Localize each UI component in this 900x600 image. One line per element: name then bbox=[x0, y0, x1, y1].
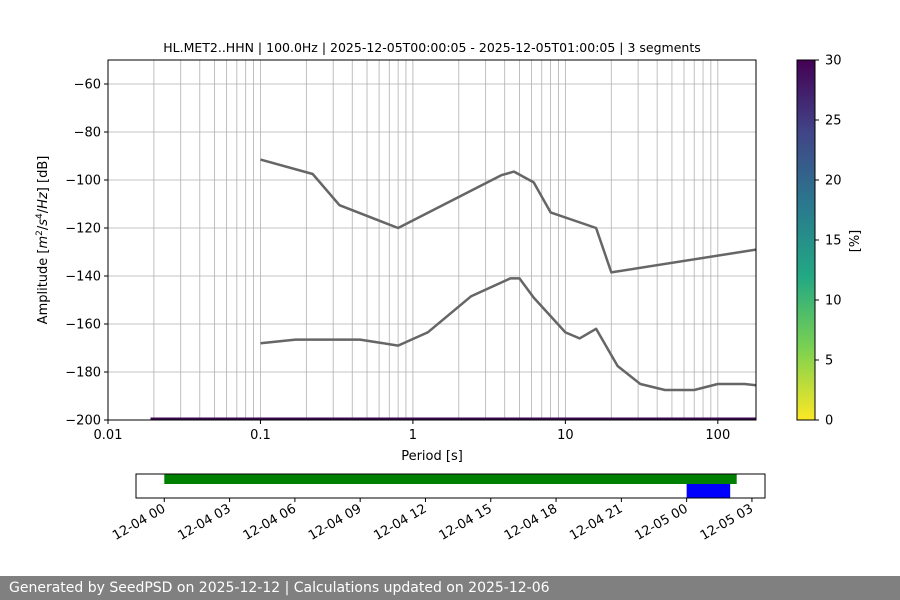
timeline-tick-label: 12-04 12 bbox=[371, 501, 429, 543]
y-tick-label: −80 bbox=[74, 126, 101, 141]
colorbar-tick-label: 15 bbox=[825, 234, 842, 249]
y-tick-label: −140 bbox=[65, 270, 101, 285]
y-tick-label: −180 bbox=[65, 366, 101, 381]
timeline-tick-label: 12-05 00 bbox=[633, 501, 691, 543]
timeline-x-axis: 12-04 00 12-04 03 12-04 06 12-04 09 12-04 12… bbox=[110, 498, 756, 544]
upper-model-line bbox=[260, 158, 756, 274]
colorbar-tick-label: 0 bbox=[825, 414, 833, 429]
timeline-tick-label: 12-04 21 bbox=[567, 501, 625, 543]
colorbar-tick-label: 20 bbox=[825, 174, 842, 189]
lower-model-line bbox=[260, 277, 756, 392]
colorbar-tick-label: 10 bbox=[825, 294, 842, 309]
percent-colorbar: 0 5 10 15 20 25 30 [%] bbox=[796, 54, 863, 429]
x-tick-label: 0.1 bbox=[250, 428, 271, 443]
colorbar-label: [%] bbox=[848, 230, 863, 253]
colorbar-gradient bbox=[796, 59, 816, 421]
x-tick-label: 1 bbox=[409, 428, 417, 443]
colorbar-tick-label: 5 bbox=[825, 354, 833, 369]
y-tick-label: −160 bbox=[65, 318, 101, 333]
colorbar-tick-label: 30 bbox=[825, 54, 842, 69]
timeline-bars bbox=[164, 474, 737, 498]
psd-y-axis: −60 −80 −100 −120 −140 −160 −180 −200 bbox=[65, 78, 108, 429]
data-coverage-timeline: 12-04 00 12-04 03 12-04 06 12-04 09 12-04 12… bbox=[110, 473, 766, 544]
colorbar-ticks: 0 5 10 15 20 25 30 bbox=[815, 54, 842, 429]
footer-bar: Generated by SeedPSD on 2025-12-12 | Cal… bbox=[0, 576, 900, 600]
psd-series-group bbox=[260, 158, 756, 392]
coverage-bar-available bbox=[164, 474, 737, 484]
psd-plot-frame bbox=[107, 59, 757, 421]
psd-y-label: Amplitude [m2/s4/Hz] [dB] bbox=[35, 156, 51, 325]
psd-grid bbox=[107, 60, 756, 421]
y-tick-label: −60 bbox=[74, 78, 101, 93]
timeline-tick-label: 12-05 03 bbox=[698, 501, 756, 543]
timeline-tick-label: 12-04 00 bbox=[110, 501, 168, 543]
y-tick-label: −100 bbox=[65, 174, 101, 189]
timeline-tick-label: 12-04 03 bbox=[175, 501, 233, 543]
timeline-tick-label: 12-04 06 bbox=[241, 501, 299, 543]
timeline-frame bbox=[135, 473, 766, 499]
footer-text: Generated by SeedPSD on 2025-12-12 | Cal… bbox=[9, 580, 550, 596]
psd-title: HL.MET2..HHN | 100.0Hz | 2025-12-05T00:0… bbox=[163, 40, 701, 55]
y-tick-label: −120 bbox=[65, 222, 101, 237]
psd-plot: 0.01 0.1 1 10 100 −60 −80 −100 −120 −140 −160 −180… bbox=[35, 40, 757, 464]
x-tick-label: 0.01 bbox=[94, 428, 123, 443]
x-tick-label: 10 bbox=[557, 428, 574, 443]
psd-x-label: Period [s] bbox=[401, 449, 463, 464]
timeline-tick-label: 12-04 09 bbox=[306, 501, 364, 543]
timeline-tick-label: 12-04 15 bbox=[437, 501, 495, 543]
psd-x-axis: 0.01 0.1 1 10 100 bbox=[94, 420, 730, 443]
colorbar-tick-label: 25 bbox=[825, 114, 842, 129]
timeline-tick-label: 12-04 18 bbox=[502, 501, 560, 543]
y-tick-label: −200 bbox=[65, 414, 101, 429]
x-tick-label: 100 bbox=[705, 428, 730, 443]
coverage-bar-selected bbox=[686, 484, 731, 498]
